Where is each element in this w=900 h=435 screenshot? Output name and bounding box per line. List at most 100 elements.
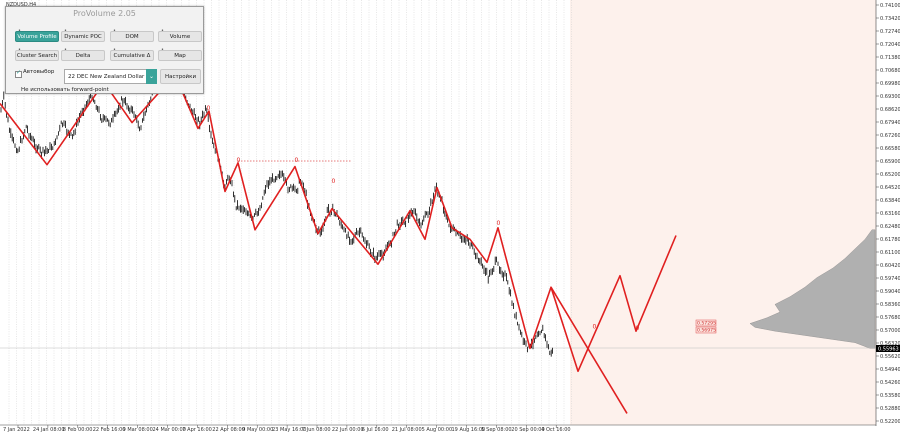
price-tick-label: 0.61780: [880, 237, 900, 243]
time-tick-label: 19 Aug 16:00: [452, 427, 486, 433]
price-tick-label: 0.59740: [880, 276, 900, 282]
panel-button-volume[interactable]: • Volume: [158, 28, 202, 42]
price-tick-label: 0.69980: [880, 81, 900, 87]
panel-button-label: Volume: [169, 34, 191, 40]
panel-button-label: Volume Profile: [17, 34, 57, 40]
price-tick-label: 0.57000: [880, 328, 900, 334]
time-tick-label: 5 Aug 00:00: [422, 427, 453, 433]
price-tick-label: 0.66580: [880, 146, 900, 152]
price-level-label: 0.56975: [697, 328, 716, 334]
panel-button-map[interactable]: • Map: [158, 47, 202, 61]
price-tick-label: 0.59040: [880, 289, 900, 295]
price-tick-label: 0.52880: [880, 406, 900, 412]
time-tick-label: 8 Feb 00:00: [63, 427, 93, 433]
price-tick-label: 0.73420: [880, 16, 900, 22]
button-indicator-icon: •: [113, 28, 116, 34]
future-area-shade: [570, 0, 876, 425]
button-indicator-icon: •: [18, 47, 21, 53]
button-indicator-icon: •: [64, 47, 67, 53]
price-tick-label: 0.65200: [880, 172, 900, 178]
price-level-box: [695, 319, 717, 327]
time-tick-label: 22 Jun 00:00: [332, 427, 364, 433]
wave-mark: 0: [497, 220, 501, 227]
current-price-tag: [876, 345, 900, 352]
panel-button-volume-profile[interactable]: • Volume Profile: [15, 28, 59, 42]
time-tick-label: 22 Feb 16:00: [93, 427, 126, 433]
price-tick-label: 0.53580: [880, 393, 900, 399]
panel-button-dynamic-poc[interactable]: • Dynamic POC: [61, 29, 105, 42]
price-tick-label: 0.54940: [880, 367, 900, 373]
time-tick-label: 9 May 00:00: [242, 427, 273, 433]
wave-marks: 0 0 0 0 0 0 0: [207, 105, 640, 332]
panel-button-delta[interactable]: • Delta: [61, 47, 105, 61]
price-tick-label: 0.72040: [880, 42, 900, 48]
price-level-label: 0.57295: [697, 321, 716, 327]
price-tick-label: 0.70680: [880, 68, 900, 74]
wave-mark: 0: [332, 178, 336, 185]
time-tick-label: 22 Apr 08:00: [212, 427, 245, 433]
time-tick-label: 4 Oct 16:00: [541, 427, 570, 433]
check-icon: ✓: [16, 69, 22, 76]
panel-button-label: Dynamic POC: [64, 34, 102, 40]
wave-mark: 0: [636, 325, 640, 332]
chevron-down-icon[interactable]: ⌄: [146, 69, 157, 84]
zigzag-line-lower: [550, 286, 628, 414]
auto-select-checkbox[interactable]: ✓: [15, 69, 22, 78]
price-tick-label: 0.69300: [880, 94, 900, 100]
price-tick-label: 0.57680: [880, 315, 900, 321]
price-tick-label: 0.63160: [880, 211, 900, 217]
price-tick-label: 0.55620: [880, 354, 900, 360]
price-tick-label: 0.71380: [880, 55, 900, 61]
panel-button-label: Cumulative Δ: [113, 53, 151, 59]
time-tick-label: 7 Apr 16:00: [182, 427, 211, 433]
volume-profile: [749, 229, 876, 349]
panel-button-label: Delta: [75, 53, 91, 59]
price-axis: 0.74100 0.73420 0.72740 0.72040 0.71380 0.706…: [876, 3, 900, 425]
time-tick-label: 24 Jan 08:00: [33, 427, 65, 433]
price-tick-label: 0.63840: [880, 198, 900, 204]
price-tick-label: 0.68620: [880, 107, 900, 113]
time-tick-label: 9 Mar 08:00: [123, 427, 153, 433]
time-tick-label: 20 Sep 00:00: [511, 427, 544, 433]
price-tick-label: 0.54260: [880, 380, 900, 386]
button-indicator-icon: •: [161, 47, 164, 53]
symbol-select[interactable]: 22 DEC New Zealand Dollar: [64, 69, 148, 84]
wave-mark: 0: [237, 157, 241, 164]
wave-mark: 0: [207, 105, 211, 112]
wave-mark: 0: [593, 323, 597, 330]
price-tick-label: 0.60420: [880, 263, 900, 269]
price-tick-label: 0.62480: [880, 224, 900, 230]
time-tick-label: 7 Jan 2022: [3, 427, 30, 433]
panel-button-label: Cluster Search: [16, 53, 58, 59]
price-tick-label: 0.52200: [880, 419, 900, 425]
forward-point-note: Не использовать forward-point: [21, 87, 109, 93]
price-tick-label: 0.65900: [880, 159, 900, 165]
price-level-box: [695, 326, 717, 334]
price-tick-label: 0.67260: [880, 133, 900, 139]
time-tick-label: 5 Sep 08:00: [481, 427, 511, 433]
time-tick-label: 23 May 16:00: [272, 427, 306, 433]
time-tick-label: 7 Jun 08:00: [302, 427, 331, 433]
price-tick-label: 0.58360: [880, 302, 900, 308]
settings-button[interactable]: Настройки: [160, 69, 201, 84]
price-tick-label: 0.74100: [880, 3, 900, 9]
time-tick-label: 21 Jul 08:00: [392, 427, 422, 433]
time-axis: 7 Jan 2022 24 Jan 08:008 Feb 00:00 22 Feb …: [3, 425, 571, 433]
chart-symbol-title: NZDUSD,H4: [6, 2, 36, 8]
auto-select-label: Автовыбор: [23, 69, 55, 75]
price-tick-label: 0.61100: [880, 250, 900, 256]
wave-mark: 0: [295, 157, 299, 164]
price-tick-label: 0.56320: [880, 341, 900, 347]
price-tick-label: 0.72740: [880, 29, 900, 35]
panel-button-dom[interactable]: • DOM: [110, 28, 154, 42]
button-indicator-icon: •: [161, 28, 164, 34]
panel-button-cluster-search[interactable]: • Cluster Search: [15, 47, 59, 61]
panel-button-cumulative[interactable]: • Cumulative Δ: [110, 48, 154, 61]
button-indicator-icon: •: [18, 28, 21, 34]
provolume-panel: ProVolume 2.05 • Volume Profile • Dynamic P…: [5, 6, 204, 94]
price-tick-label: 0.67940: [880, 120, 900, 126]
time-tick-label: 6 Jul 16:00: [362, 427, 389, 433]
